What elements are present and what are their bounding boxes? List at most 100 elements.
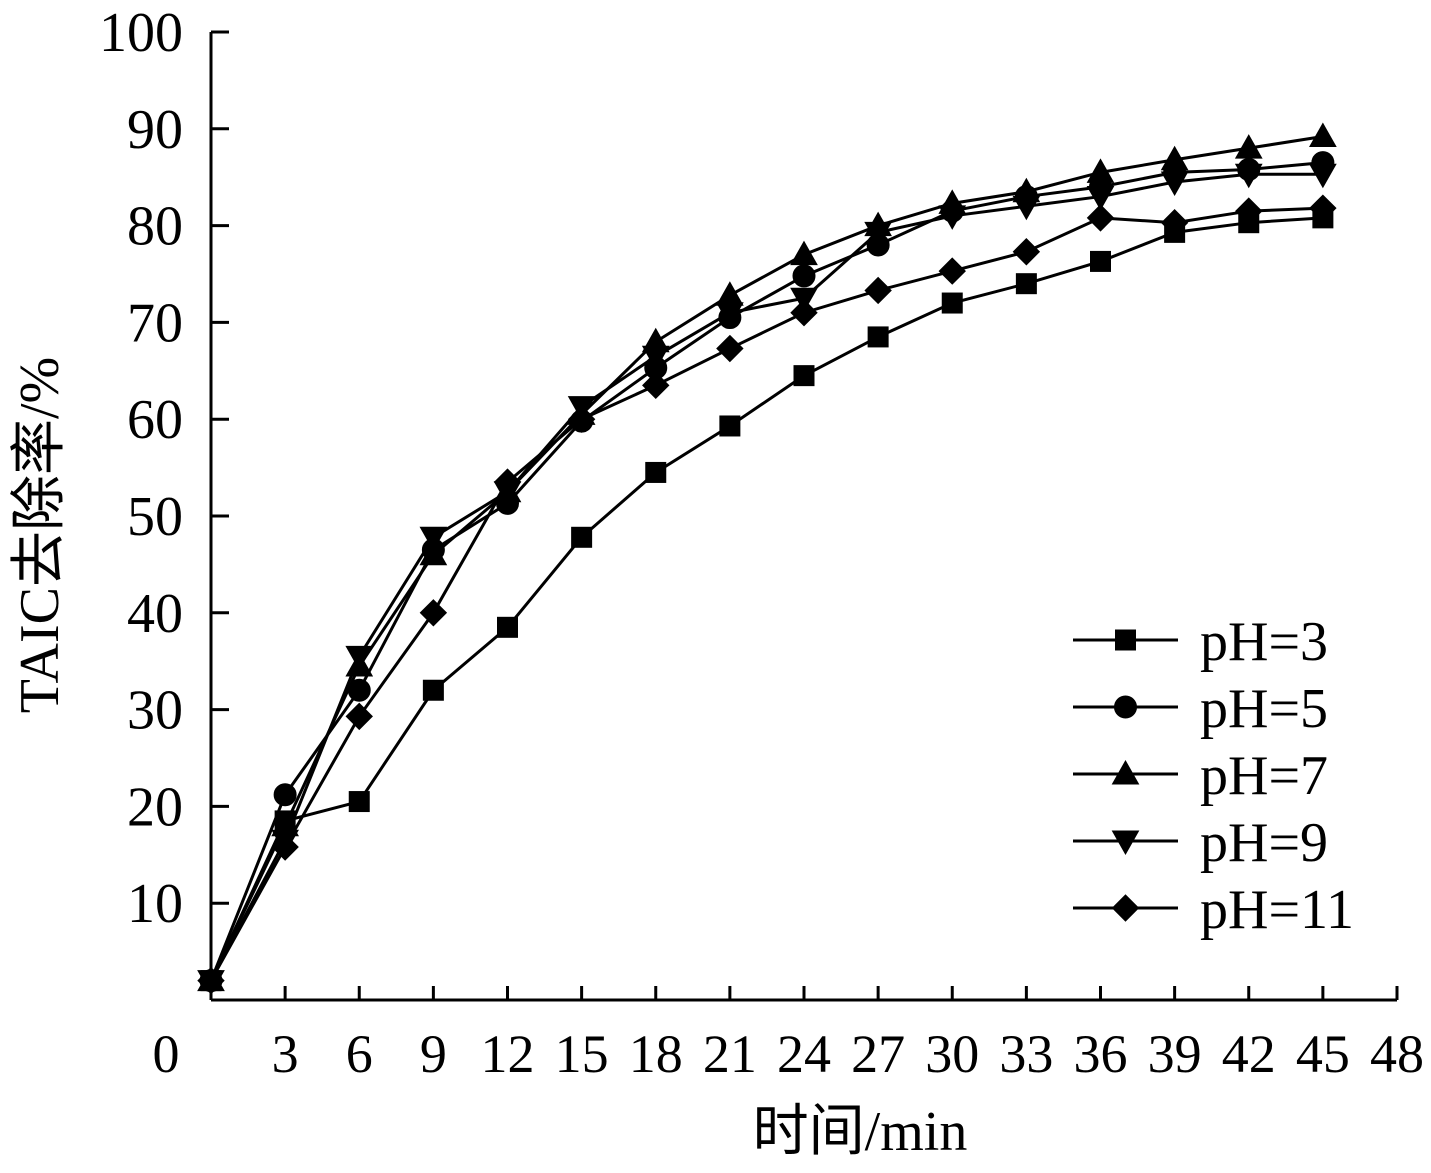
x-tick-label: 24 — [777, 1024, 831, 1084]
legend-label: pH=3 — [1200, 611, 1328, 673]
legend-marker — [1111, 759, 1140, 785]
y-tick-label: 60 — [127, 389, 183, 451]
data-point — [1086, 204, 1115, 232]
x-tick-label: 48 — [1370, 1024, 1424, 1084]
data-point — [1235, 197, 1263, 225]
y-tick-label: 70 — [127, 292, 183, 354]
data-point — [716, 334, 744, 363]
data-point — [790, 240, 818, 266]
data-point — [419, 540, 448, 566]
data-point — [197, 966, 225, 995]
x-tick-label: 0 — [153, 1024, 180, 1084]
y-tick-label: 20 — [127, 776, 183, 838]
data-point — [567, 405, 596, 433]
data-point — [716, 302, 744, 327]
legend-item: pH=9 — [1073, 812, 1328, 874]
data-point — [716, 281, 744, 306]
y-tick-label: 100 — [99, 2, 183, 64]
legend-item: pH=7 — [1073, 745, 1328, 807]
data-point — [419, 526, 448, 552]
y-tick-label: 80 — [127, 196, 183, 258]
data-point — [642, 371, 670, 400]
legend-item: pH=5 — [1073, 678, 1328, 740]
series-line — [209, 172, 1323, 982]
series-pH=9 — [197, 163, 1337, 995]
x-tick-label: 18 — [629, 1024, 683, 1084]
legend-item: pH=3 — [1073, 611, 1328, 673]
legend-label: pH=5 — [1200, 678, 1328, 740]
data-point — [348, 791, 370, 813]
x-tick-label: 30 — [925, 1024, 979, 1084]
x-tick-label: 42 — [1222, 1024, 1276, 1084]
data-point — [1012, 195, 1041, 221]
y-tick-label: 30 — [127, 680, 183, 742]
x-tick-label: 39 — [1148, 1024, 1202, 1084]
x-tick-label: 6 — [346, 1024, 373, 1084]
legend-marker — [1111, 894, 1140, 922]
series-pH=3 — [200, 207, 1334, 992]
data-point — [792, 264, 816, 288]
data-point — [1309, 122, 1337, 148]
data-point — [497, 616, 518, 638]
series-pH=7 — [197, 122, 1337, 992]
y-tick-label: 90 — [127, 99, 183, 161]
data-point — [864, 276, 892, 305]
series-pH=5 — [199, 151, 1335, 993]
y-tick-label: 10 — [127, 873, 183, 935]
y-axis-ticks: 10 20 30 40 50 60 70 80 90 100 — [99, 2, 229, 935]
y-axis-label: TAIC去除率/% — [9, 357, 71, 713]
data-point — [1309, 194, 1337, 222]
data-point — [1234, 163, 1263, 189]
data-point — [1090, 250, 1111, 272]
legend-label: pH=9 — [1200, 812, 1328, 874]
data-point — [941, 292, 963, 314]
legend: pH=3pH=5pH=7pH=9pH=11 — [1073, 611, 1354, 941]
x-tick-label: 33 — [999, 1024, 1053, 1084]
data-point — [493, 468, 522, 496]
data-point — [790, 299, 818, 327]
data-point — [271, 833, 299, 861]
x-axis-ticks: 0 3 6 9 12 15 18 21 24 27 30 33 36 39 42 45 48 — [153, 986, 1424, 1084]
data-point — [1160, 145, 1189, 171]
data-point — [719, 415, 741, 437]
data-point — [273, 783, 297, 807]
data-point — [345, 645, 374, 671]
y-tick-label: 50 — [127, 486, 183, 548]
data-point — [1086, 158, 1115, 183]
series-layer — [197, 122, 1337, 995]
legend-label: pH=7 — [1200, 745, 1328, 807]
series-line — [209, 161, 1324, 982]
x-tick-label: 27 — [851, 1024, 905, 1084]
legend-marker — [1111, 830, 1140, 856]
data-point — [345, 702, 373, 731]
y-tick-label: 40 — [127, 583, 183, 645]
x-tick-label: 15 — [555, 1024, 609, 1084]
data-point — [641, 345, 670, 371]
x-tick-label: 36 — [1074, 1024, 1128, 1084]
data-point — [864, 221, 892, 247]
legend-marker — [1115, 629, 1136, 651]
series-line — [209, 206, 1323, 982]
x-axis-label: 时间/min — [753, 1101, 968, 1163]
data-point — [645, 461, 667, 483]
data-point — [938, 205, 967, 230]
x-tick-label: 21 — [703, 1024, 757, 1084]
series-line — [209, 135, 1324, 982]
data-point — [1086, 186, 1115, 211]
data-point — [1012, 238, 1041, 266]
x-tick-label: 9 — [420, 1024, 447, 1084]
data-point — [1309, 163, 1337, 189]
x-tick-label: 3 — [272, 1024, 299, 1084]
data-point — [1160, 171, 1189, 197]
series-pH=11 — [197, 194, 1337, 995]
data-point — [938, 257, 966, 285]
x-tick-label: 12 — [481, 1024, 535, 1084]
series-line — [209, 216, 1323, 982]
data-point — [793, 365, 815, 387]
data-point — [867, 326, 889, 348]
x-tick-label: 45 — [1296, 1024, 1350, 1084]
data-point — [1234, 134, 1263, 159]
data-point — [1015, 273, 1037, 295]
legend-marker — [1114, 695, 1137, 719]
